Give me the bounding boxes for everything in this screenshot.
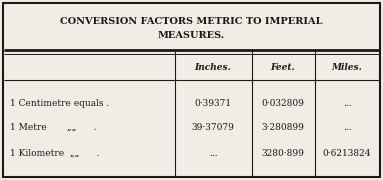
- Text: 1 Metre       „„      .: 1 Metre „„ .: [10, 123, 97, 132]
- Text: 1 Centimetre equals .: 1 Centimetre equals .: [10, 98, 109, 107]
- Text: ...: ...: [343, 98, 351, 107]
- Text: Inches.: Inches.: [195, 64, 231, 73]
- Text: Miles.: Miles.: [332, 64, 362, 73]
- Text: 1 Kilometre  „„      .: 1 Kilometre „„ .: [10, 148, 100, 158]
- Text: CONVERSION FACTORS METRIC TO IMPERIAL: CONVERSION FACTORS METRIC TO IMPERIAL: [60, 17, 322, 26]
- Text: 0·39371: 0·39371: [195, 98, 232, 107]
- Text: MEASURES.: MEASURES.: [157, 31, 224, 40]
- Text: 0·032809: 0·032809: [262, 98, 304, 107]
- Text: 3280·899: 3280·899: [262, 148, 304, 158]
- Text: 39·37079: 39·37079: [192, 123, 234, 132]
- Text: 0·6213824: 0·6213824: [323, 148, 371, 158]
- Text: 3·280899: 3·280899: [262, 123, 304, 132]
- Text: ...: ...: [209, 148, 217, 158]
- Text: Feet.: Feet.: [271, 64, 295, 73]
- Text: ...: ...: [343, 123, 351, 132]
